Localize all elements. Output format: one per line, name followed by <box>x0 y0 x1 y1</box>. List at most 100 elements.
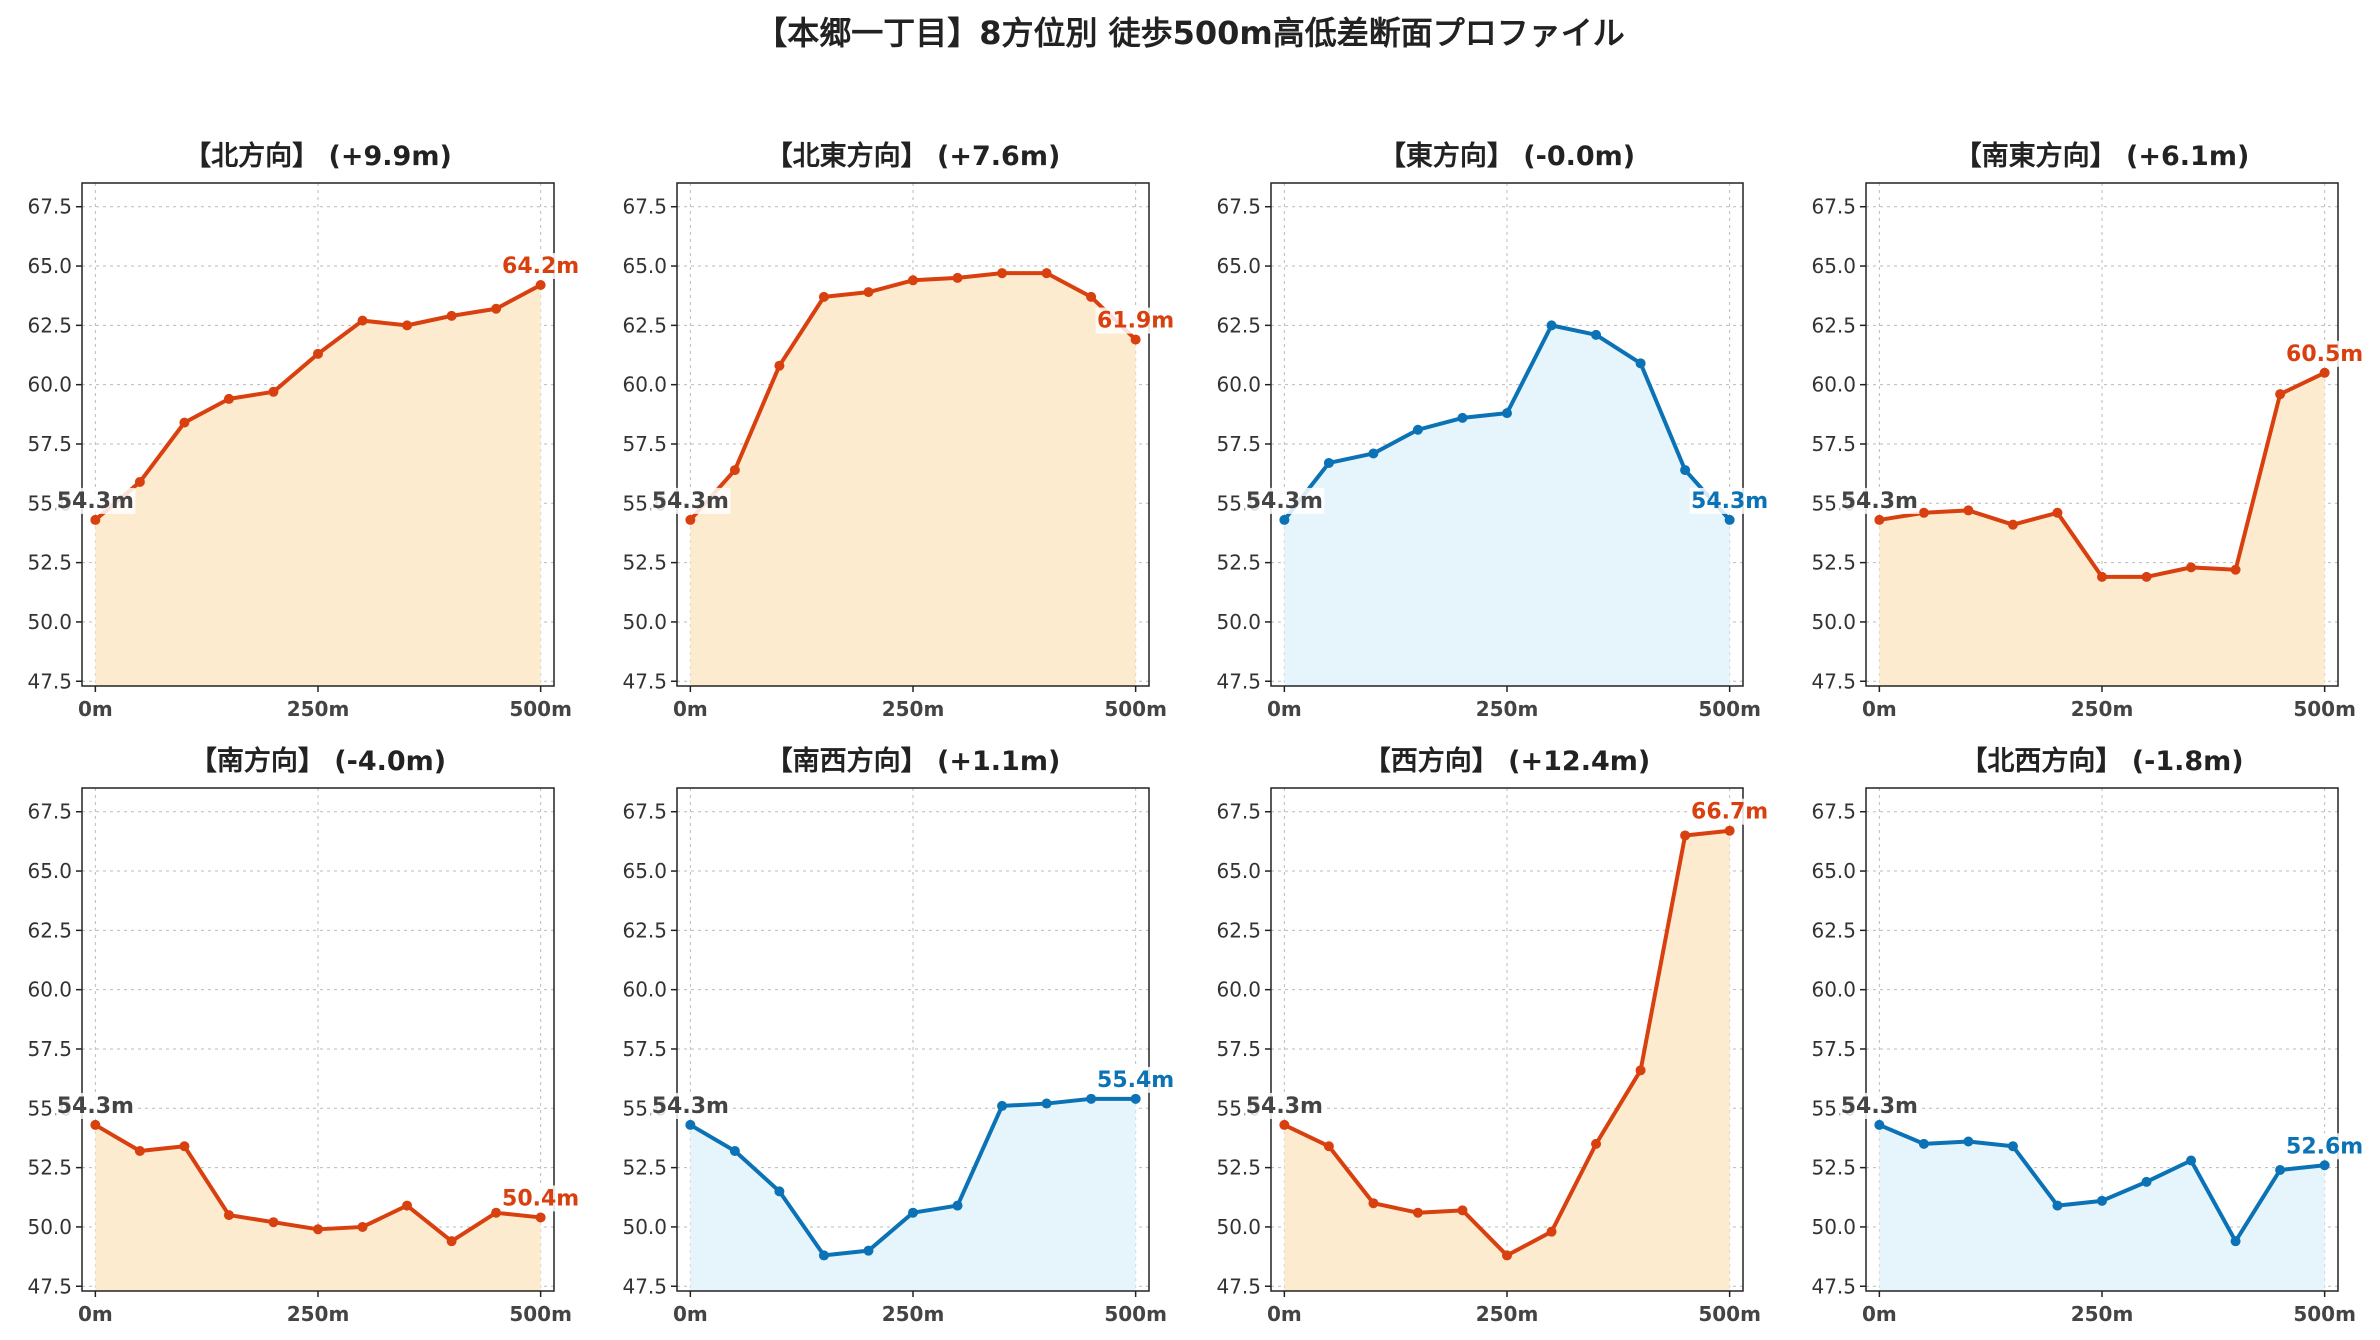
y-tick-label: 60.0 <box>1216 373 1261 397</box>
elevation-point <box>2230 1236 2241 1247</box>
elevation-point <box>1412 1207 1423 1218</box>
elevation-point <box>1041 1098 1052 1109</box>
elevation-point <box>1724 825 1735 836</box>
end-label-bg <box>2284 340 2365 367</box>
elevation-point <box>134 1146 145 1157</box>
start-label-bg <box>55 487 136 514</box>
x-tick-label: 500m <box>1698 697 1761 721</box>
end-elevation-label: 64.2m <box>502 254 579 279</box>
elevation-point <box>2275 389 2286 400</box>
elevation-panel: 【北東方向】 (+7.6m)47.550.052.555.057.560.062… <box>622 140 1176 721</box>
y-tick-label: 65.0 <box>622 254 667 278</box>
end-elevation-label: 55.4m <box>1097 1068 1174 1093</box>
elevation-point <box>1368 1198 1379 1209</box>
end-label-bg <box>500 253 581 280</box>
y-tick-label: 60.0 <box>1811 978 1856 1002</box>
y-tick-label: 52.5 <box>27 551 72 575</box>
elevation-point <box>2007 1141 2018 1152</box>
y-tick-label: 65.0 <box>1216 254 1261 278</box>
y-tick-label: 67.5 <box>622 195 667 219</box>
end-elevation-label: 54.3m <box>1691 489 1768 514</box>
elevation-point <box>2141 1176 2152 1187</box>
elevation-point <box>2052 1200 2063 1211</box>
y-tick-label: 52.5 <box>1811 1156 1856 1180</box>
y-tick-label: 65.0 <box>1811 859 1856 883</box>
y-tick-label: 60.0 <box>622 978 667 1002</box>
elevation-point <box>1041 268 1052 279</box>
x-tick-label: 500m <box>1698 1302 1761 1326</box>
elevation-point <box>1591 329 1602 340</box>
elevation-point <box>818 1250 829 1261</box>
x-tick-label: 0m <box>78 697 113 721</box>
end-label-bg <box>500 1185 581 1212</box>
y-tick-label: 65.0 <box>1216 859 1261 883</box>
y-tick-label: 47.5 <box>1811 669 1856 693</box>
y-tick-label: 62.5 <box>1811 918 1856 942</box>
elevation-point <box>863 287 874 298</box>
elevation-point <box>1457 1205 1468 1216</box>
x-tick-label: 500m <box>1104 1302 1167 1326</box>
elevation-point <box>402 320 413 331</box>
elevation-point <box>535 280 546 291</box>
x-tick-label: 0m <box>1267 1302 1302 1326</box>
y-tick-label: 67.5 <box>1811 800 1856 824</box>
panel-title: 【南西方向】 (+1.1m) <box>766 745 1061 777</box>
y-tick-label: 57.5 <box>622 1037 667 1061</box>
elevation-point <box>2052 507 2063 518</box>
y-tick-label: 67.5 <box>1811 195 1856 219</box>
elevation-point <box>446 310 457 321</box>
elevation-point <box>2230 564 2241 575</box>
x-tick-label: 500m <box>509 697 572 721</box>
y-tick-label: 50.0 <box>1811 610 1856 634</box>
elevation-point <box>774 360 785 371</box>
elevation-panel: 【南東方向】 (+6.1m)47.550.052.555.057.560.062… <box>1811 140 2365 721</box>
y-tick-label: 57.5 <box>27 432 72 456</box>
elevation-point <box>313 1224 323 1235</box>
y-tick-label: 50.0 <box>1811 1215 1856 1239</box>
panel-title: 【北西方向】 (-1.8m) <box>1960 745 2243 777</box>
elevation-point <box>2097 1195 2107 1206</box>
y-tick-label: 62.5 <box>27 313 72 337</box>
y-tick-label: 60.0 <box>1811 373 1856 397</box>
elevation-point <box>179 1141 190 1152</box>
y-tick-label: 65.0 <box>622 859 667 883</box>
elevation-point <box>952 1200 963 1211</box>
x-tick-label: 250m <box>287 1302 350 1326</box>
start-label-bg <box>1244 487 1325 514</box>
start-elevation-label: 54.3m <box>652 1094 729 1119</box>
y-tick-label: 67.5 <box>622 800 667 824</box>
y-tick-label: 52.5 <box>1216 1156 1261 1180</box>
elevation-point <box>1502 408 1512 419</box>
elevation-point <box>1680 830 1691 841</box>
y-tick-label: 47.5 <box>1216 669 1261 693</box>
y-tick-label: 52.5 <box>27 1156 72 1180</box>
x-tick-label: 0m <box>673 1302 708 1326</box>
end-elevation-label: 66.7m <box>1691 800 1768 825</box>
elevation-point <box>446 1236 457 1247</box>
elevation-panel: 【西方向】 (+12.4m)47.550.052.555.057.560.062… <box>1216 745 1770 1326</box>
elevation-point <box>1323 457 1334 468</box>
elevation-point <box>1918 507 1929 518</box>
y-tick-label: 57.5 <box>27 1037 72 1061</box>
figure-title: 【本郷一丁目】8方位別 徒歩500m高低差断面プロファイル <box>755 14 1625 52</box>
end-label-bg <box>1689 798 1770 825</box>
elevation-point <box>1963 505 1974 516</box>
y-tick-label: 52.5 <box>622 1156 667 1180</box>
elevation-point <box>952 272 963 283</box>
x-tick-label: 250m <box>882 1302 945 1326</box>
end-elevation-label: 60.5m <box>2286 342 2363 367</box>
y-tick-label: 65.0 <box>27 859 72 883</box>
y-tick-label: 50.0 <box>1216 1215 1261 1239</box>
elevation-point <box>1279 514 1290 525</box>
y-tick-label: 65.0 <box>27 254 72 278</box>
y-tick-label: 62.5 <box>27 918 72 942</box>
elevation-point <box>402 1200 413 1211</box>
elevation-panel: 【北西方向】 (-1.8m)47.550.052.555.057.560.062… <box>1811 745 2365 1326</box>
start-label-bg <box>650 487 731 514</box>
x-tick-label: 0m <box>1862 697 1897 721</box>
elevation-point <box>491 303 502 314</box>
elevation-panel: 【北方向】 (+9.9m)47.550.052.555.057.560.062.… <box>27 140 581 721</box>
y-tick-label: 67.5 <box>1216 800 1261 824</box>
elevation-point <box>223 1210 234 1221</box>
y-tick-label: 62.5 <box>1811 313 1856 337</box>
